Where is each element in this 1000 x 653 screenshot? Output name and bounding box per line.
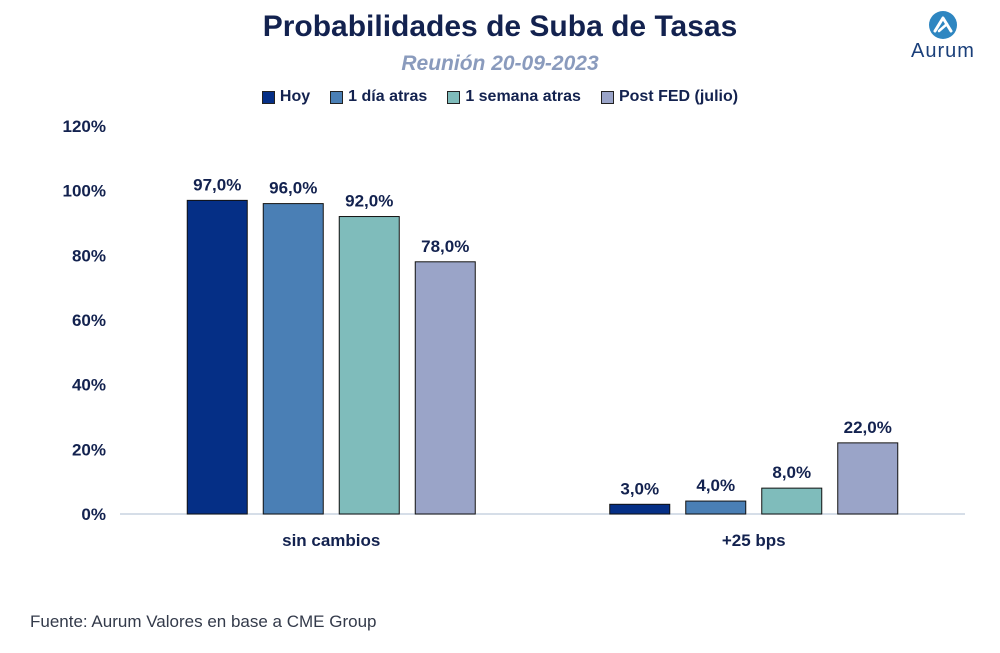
aurum-logo: Aurum <box>896 10 990 66</box>
y-tick-label: 80% <box>72 246 106 265</box>
data-label: 78,0% <box>421 237 469 256</box>
chart-title: Probabilidades de Suba de Tasas <box>262 10 738 43</box>
aurum-logo-icon <box>929 11 957 39</box>
x-category-label: +25 bps <box>722 531 786 550</box>
data-label: 97,0% <box>193 175 241 194</box>
chart-legend: Hoy 1 día atras 1 semana atras Post FED (ju… <box>0 88 1000 106</box>
legend-swatch <box>261 90 275 104</box>
source-note: Fuente: Aurum Valores en base a CME Grou… <box>30 612 377 631</box>
legend-swatch <box>600 90 614 104</box>
legend-label: 1 día atras <box>348 88 428 105</box>
bar <box>685 500 747 515</box>
legend-swatch <box>447 90 461 104</box>
legend-label: Post FED (julio) <box>618 88 739 105</box>
bar <box>186 199 248 515</box>
legend-item: 1 día atras <box>330 88 427 106</box>
bar-chart: 0% 20% 40% 60% 80% 100% 120% 97,0% 96,0% 92,0% 78,… <box>63 117 965 550</box>
data-label: 96,0% <box>269 179 317 198</box>
legend-item: Post FED (julio) <box>600 88 739 106</box>
data-label: 22,0% <box>844 418 892 437</box>
legend-item: Hoy <box>261 88 311 106</box>
data-label: 3,0% <box>620 479 659 498</box>
y-tick-label: 0% <box>81 505 106 524</box>
y-tick-label: 60% <box>72 311 106 330</box>
bar <box>262 203 324 515</box>
bar <box>837 442 899 515</box>
y-tick-label: 40% <box>72 376 106 395</box>
legend-swatch <box>330 90 344 104</box>
bar <box>338 216 400 515</box>
bar <box>761 487 823 515</box>
y-tick-label: 120% <box>63 117 106 136</box>
bar <box>609 503 671 515</box>
legend-item: 1 semana atras <box>447 88 581 106</box>
legend-label: Hoy <box>279 88 311 105</box>
data-label: 8,0% <box>772 463 811 482</box>
chart-subtitle: Reunión 20-09-2023 <box>401 52 599 75</box>
y-tick-label: 100% <box>63 182 106 201</box>
x-category-label: sin cambios <box>282 531 380 550</box>
data-label: 92,0% <box>345 192 393 211</box>
aurum-logo-text: Aurum <box>911 40 975 62</box>
data-label: 4,0% <box>696 476 735 495</box>
legend-label: 1 semana atras <box>465 88 581 105</box>
bar <box>414 261 476 515</box>
y-tick-label: 20% <box>72 440 106 459</box>
